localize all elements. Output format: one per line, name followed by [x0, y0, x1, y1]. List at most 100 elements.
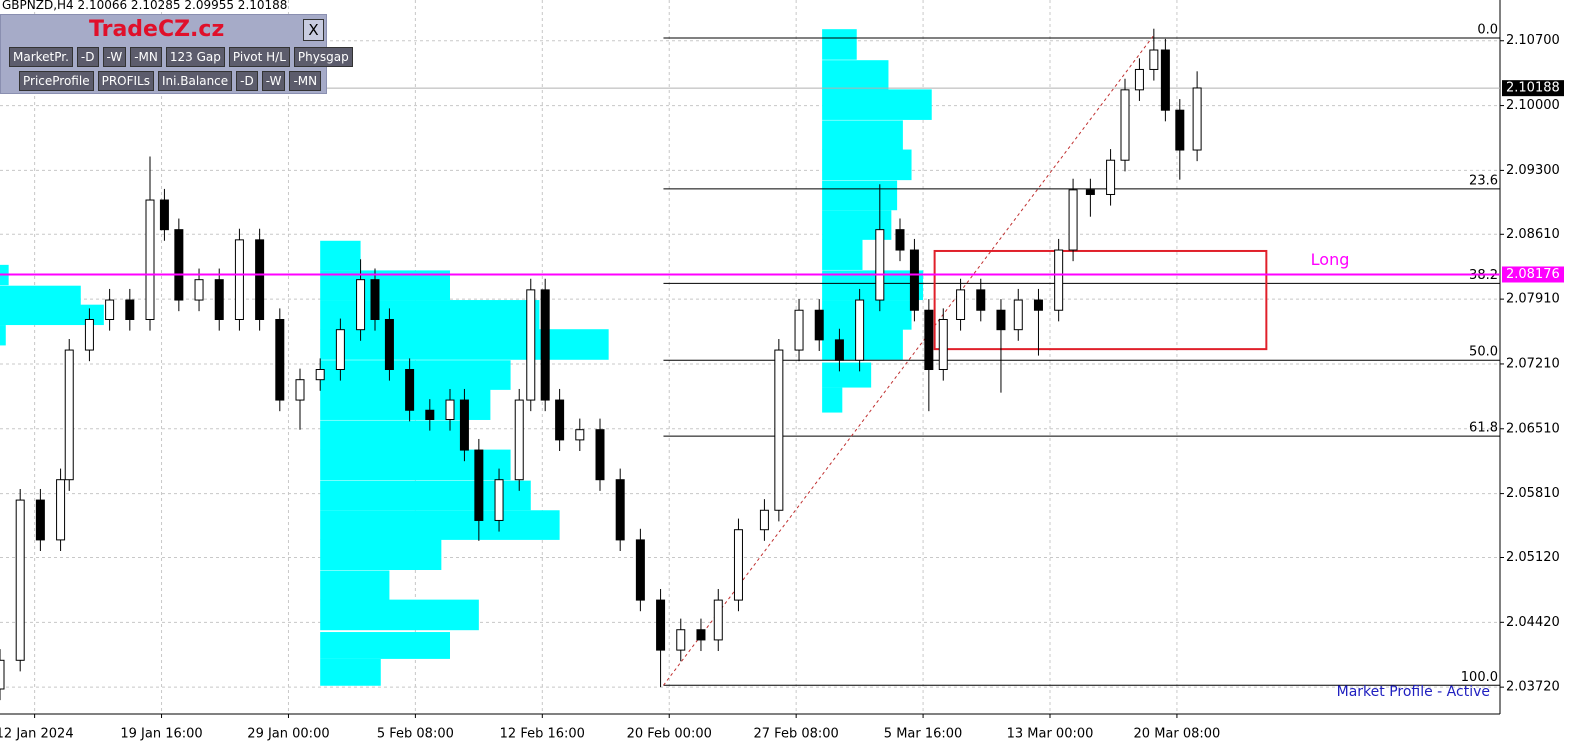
- candle-body: [938, 318, 948, 371]
- candle-body: [1085, 189, 1095, 195]
- candle-body: [214, 279, 224, 320]
- profile-bar: [822, 89, 932, 120]
- y-tick-label: 2.06510: [1506, 421, 1560, 436]
- candle-body: [1106, 159, 1116, 195]
- candle-body: [56, 479, 66, 541]
- candle-body: [84, 318, 94, 351]
- candle-body: [35, 499, 45, 541]
- candle-body: [474, 449, 484, 521]
- toolbar-button[interactable]: -MN: [289, 71, 322, 91]
- profile-bar: [320, 329, 609, 360]
- candle-body: [696, 629, 706, 641]
- x-tick-label: 5 Mar 16:00: [884, 727, 963, 742]
- candle-body: [255, 239, 265, 320]
- profile-bar: [320, 658, 381, 686]
- x-tick-label: 19 Jan 16:00: [120, 727, 202, 742]
- candle-body: [733, 529, 743, 601]
- status-text: Market Profile - Active: [1336, 684, 1490, 700]
- toolbar-button[interactable]: 123 Gap: [165, 47, 225, 67]
- profile-bar: [822, 120, 903, 151]
- candle-body: [159, 199, 169, 231]
- candle-body: [526, 289, 536, 401]
- profile-bar: [320, 510, 560, 540]
- candle-body: [595, 429, 605, 481]
- candle-body: [555, 399, 565, 441]
- candle-body: [1175, 109, 1185, 151]
- y-tick-label: 2.07210: [1506, 356, 1560, 371]
- candle-body: [315, 369, 325, 381]
- candle-body: [275, 318, 285, 401]
- toolbar-button[interactable]: Pivot H/L: [228, 47, 290, 67]
- candle-body: [1160, 49, 1170, 111]
- close-button[interactable]: X: [303, 19, 324, 41]
- toolbar-button[interactable]: -D: [236, 71, 258, 91]
- fib-label: 0.0: [1477, 22, 1498, 37]
- toolbar-button[interactable]: Ini.Balance: [158, 71, 233, 91]
- candle-body: [64, 349, 74, 481]
- candle-body: [1013, 299, 1023, 331]
- x-tick-label: 12 Feb 16:00: [500, 727, 585, 742]
- toolbar-button[interactable]: PROFILs: [97, 71, 154, 91]
- candle-body: [145, 199, 155, 320]
- candle-body: [996, 309, 1006, 331]
- profile-bar: [0, 325, 6, 346]
- candle-body: [759, 509, 769, 531]
- profile-bar: [320, 599, 479, 631]
- y-tick-label: 2.04420: [1506, 615, 1560, 630]
- profile-bar: [822, 387, 843, 413]
- candle-body: [356, 279, 366, 331]
- candle-body: [1033, 299, 1043, 311]
- x-tick-label: 27 Feb 08:00: [754, 727, 839, 742]
- toolbar-button[interactable]: PriceProfile: [19, 71, 94, 91]
- candle-body: [335, 329, 345, 371]
- toolbar-button[interactable]: Physgap: [293, 47, 353, 67]
- profile-bar: [320, 539, 442, 570]
- toolbar-button[interactable]: -W: [102, 47, 127, 67]
- candle-body: [656, 599, 666, 651]
- candle-body: [459, 399, 469, 451]
- profile-bar: [0, 285, 81, 306]
- zone-box: [933, 249, 1268, 351]
- candle-body: [635, 539, 645, 601]
- x-tick-label: 12 Jan 2024: [0, 727, 74, 742]
- y-tick-label: 2.05810: [1506, 486, 1560, 501]
- candle-body: [0, 659, 5, 690]
- candle-body: [514, 399, 524, 481]
- profile-bar: [822, 60, 889, 90]
- brand: TradeCZ.cz: [89, 17, 225, 42]
- candle-body: [494, 479, 504, 521]
- y-tick-label: 2.03720: [1506, 680, 1560, 695]
- toolbar: TradeCZ.cz X MarketPr. -D -W -MN 123 Gap Pivo…: [0, 14, 353, 94]
- candle-body: [855, 299, 865, 361]
- profile-bar: [320, 300, 540, 330]
- candle-body: [575, 429, 585, 441]
- profile-bar: [0, 304, 104, 326]
- toolbar-button[interactable]: -W: [261, 71, 286, 91]
- profile-bar: [320, 360, 511, 390]
- toolbar-button[interactable]: MarketPr.: [9, 47, 73, 67]
- x-tick-label: 13 Mar 00:00: [1007, 727, 1094, 742]
- candle-body: [194, 279, 204, 301]
- fib-label: 50.0: [1469, 345, 1498, 360]
- candle-body: [676, 629, 686, 651]
- toolbar-button[interactable]: -D: [76, 47, 99, 67]
- profile-bar: [822, 239, 863, 270]
- candle-body: [1134, 68, 1144, 91]
- fib-label: 100.0: [1461, 670, 1498, 685]
- candle-body: [1068, 189, 1078, 251]
- toolbar-button[interactable]: -MN: [130, 47, 162, 67]
- long-price-box: [1502, 266, 1564, 283]
- x-tick-label: 20 Mar 08:00: [1134, 727, 1221, 742]
- candle-body: [425, 409, 435, 421]
- fib-label: 23.6: [1469, 173, 1498, 188]
- trend-line: [663, 34, 1155, 686]
- candle-body: [909, 249, 919, 311]
- profile-bar: [822, 362, 872, 388]
- candle-body: [1054, 249, 1064, 311]
- candle-body: [105, 299, 115, 320]
- candle-body: [976, 289, 986, 311]
- candle-body: [924, 309, 934, 371]
- candle-body: [875, 229, 885, 301]
